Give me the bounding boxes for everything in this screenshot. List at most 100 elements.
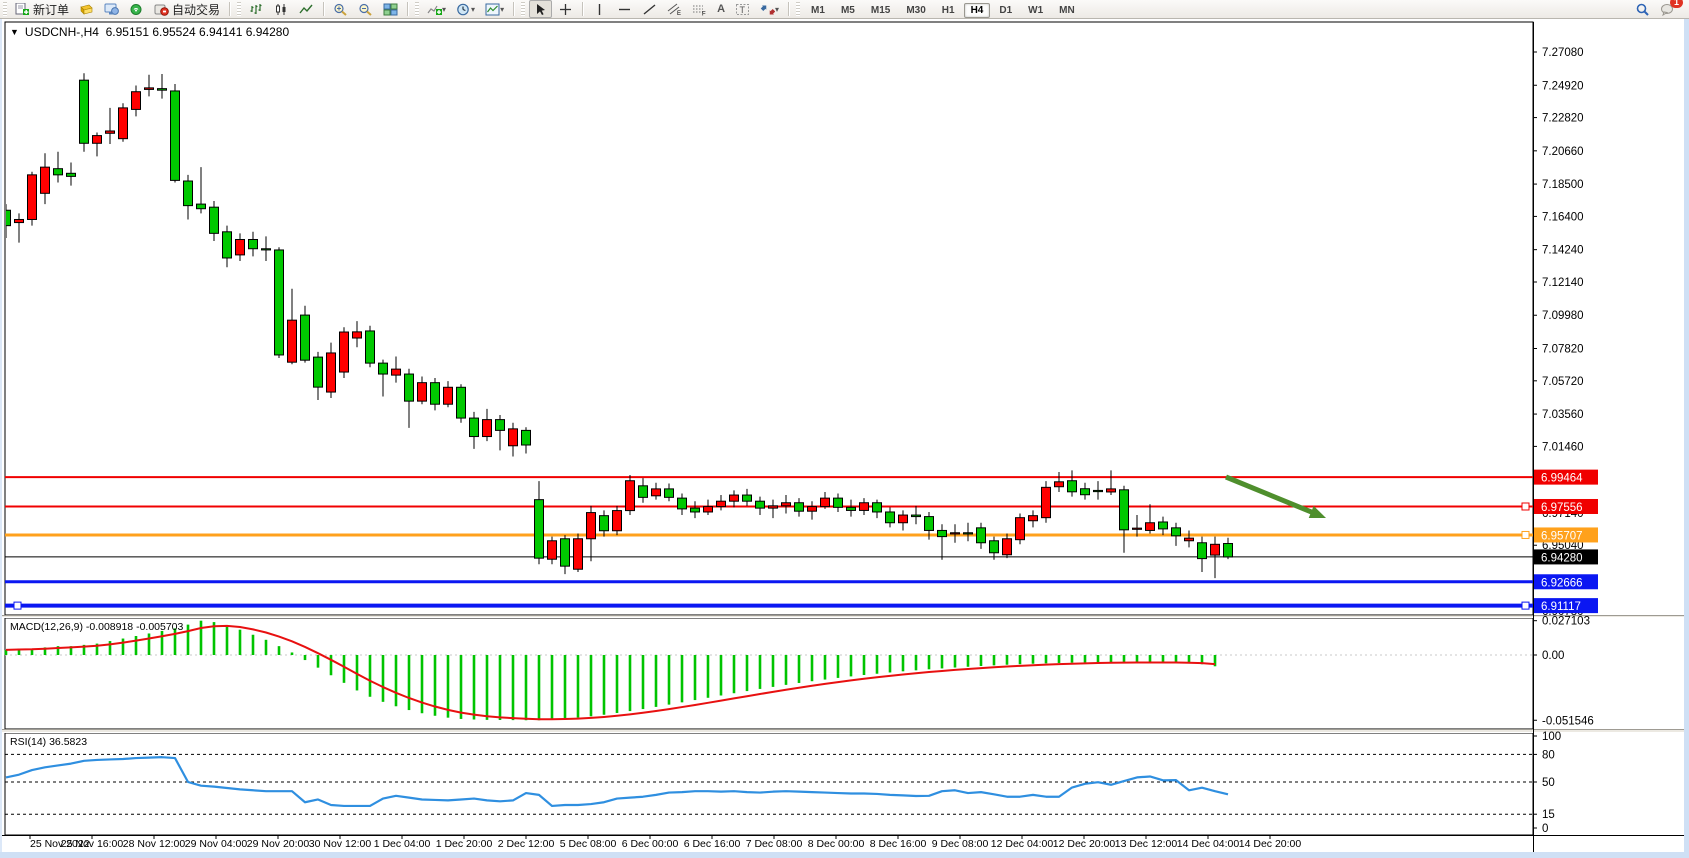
dropdown-arrow-icon: ▾	[442, 4, 447, 14]
line-handle[interactable]	[1521, 530, 1530, 539]
candlestick-series	[6, 73, 1233, 579]
templates-button[interactable]: ▾	[481, 0, 508, 18]
svg-text:9 Dec 08:00: 9 Dec 08:00	[932, 838, 989, 850]
panel-separator[interactable]	[0, 729, 1689, 733]
vertical-line-tool-button[interactable]	[588, 0, 611, 18]
candlestick-chart-icon	[276, 3, 286, 15]
svg-text:6.95707: 6.95707	[1541, 530, 1583, 542]
trendline-tool-button[interactable]	[638, 0, 661, 18]
timeframe-m30-button[interactable]: M30	[906, 5, 926, 16]
panel-separator[interactable]	[0, 615, 1689, 618]
line-chart-button[interactable]	[295, 0, 318, 18]
arrows-tool-button[interactable]: ▾	[756, 0, 783, 18]
periods-button[interactable]: ▾	[452, 0, 479, 18]
text-tool-button[interactable]: A	[713, 0, 729, 18]
indicators-icon	[427, 5, 443, 15]
svg-text:100: 100	[1542, 731, 1561, 743]
timeframe-w1-button[interactable]: W1	[1028, 5, 1044, 16]
bar-chart-button[interactable]	[245, 0, 268, 18]
profile-button[interactable]	[100, 0, 123, 18]
line-price-badge: 6.99464	[1534, 469, 1598, 485]
svg-text:12 Dec 20:00: 12 Dec 20:00	[1053, 838, 1116, 850]
dropdown-arrow-icon: ▾	[500, 4, 505, 14]
zoom-out-button[interactable]	[354, 0, 377, 18]
svg-text:7.20660: 7.20660	[1542, 146, 1584, 158]
svg-text:T: T	[740, 5, 746, 15]
svg-text:7.18500: 7.18500	[1542, 179, 1584, 191]
zoom-in-button[interactable]	[329, 0, 352, 18]
svg-text:6 Dec 00:00: 6 Dec 00:00	[622, 838, 679, 850]
svg-text:6.91117: 6.91117	[1541, 601, 1581, 613]
cursor-tool-button[interactable]	[529, 0, 553, 18]
main-toolbar: 新订单	[0, 0, 1689, 19]
svg-text:14 Dec 20:00: 14 Dec 20:00	[1239, 838, 1302, 850]
fibonacci-tool-button[interactable]: F	[688, 0, 711, 18]
collapse-triangle-icon[interactable]: ▼	[10, 27, 19, 37]
trend-arrow[interactable]	[1225, 474, 1326, 518]
candlestick-chart-button[interactable]	[270, 0, 293, 18]
new-order-button[interactable]: 新订单	[11, 0, 73, 18]
timeframe-m1-button[interactable]: M1	[811, 5, 825, 16]
signals-button[interactable]	[125, 0, 148, 18]
svg-text:7.01460: 7.01460	[1542, 441, 1584, 453]
svg-text:15: 15	[1542, 809, 1555, 821]
main-pane	[4, 21, 1534, 616]
svg-text:14 Dec 04:00: 14 Dec 04:00	[1177, 838, 1240, 850]
window-edge-right	[1684, 18, 1689, 858]
autotrading-label: 自动交易	[172, 2, 221, 17]
line-handle[interactable]	[13, 601, 22, 610]
svg-text:28 Nov 12:00: 28 Nov 12:00	[123, 838, 186, 850]
svg-text:7.14240: 7.14240	[1542, 245, 1584, 257]
text-label-tool-button[interactable]: T	[731, 0, 754, 18]
indicators-button[interactable]: ▾	[423, 0, 450, 18]
window-edge-bottom	[0, 852, 1689, 858]
equidistant-channel-tool-button[interactable]: E	[663, 0, 686, 18]
text-icon: A	[717, 3, 726, 15]
cursor-icon	[537, 3, 546, 15]
notifications-button[interactable]: 1	[1656, 0, 1683, 18]
timeframe-m5-button[interactable]: M5	[840, 5, 855, 16]
timeframe-d1-button[interactable]: D1	[999, 5, 1013, 16]
profile-icon	[104, 3, 119, 15]
crosshair-tool-button[interactable]	[554, 0, 577, 18]
timeframe-m15-button[interactable]: M15	[870, 5, 891, 16]
svg-text:7.03560: 7.03560	[1542, 409, 1584, 421]
timeframe-h1-button[interactable]: H1	[941, 5, 955, 16]
hline-6.91117[interactable]	[5, 601, 1533, 610]
horizontal-line-tool-button[interactable]	[613, 0, 636, 18]
macd-pane	[4, 617, 1534, 730]
fibonacci-icon: F	[693, 5, 706, 16]
search-button[interactable]	[1631, 0, 1654, 18]
price-axis: 7.27080 7.24920 7.22820 7.20660 7.18500 7.164…	[1533, 47, 1598, 618]
tile-windows-icon	[383, 3, 398, 15]
svg-text:7.07820: 7.07820	[1542, 343, 1584, 355]
svg-text:E: E	[677, 11, 681, 16]
line-handle[interactable]	[1521, 601, 1530, 610]
chart-symbol: USDCNH-,H4	[24, 25, 99, 39]
svg-text:8 Dec 16:00: 8 Dec 16:00	[870, 838, 927, 850]
svg-text:6.99464: 6.99464	[1541, 473, 1583, 485]
tile-windows-button[interactable]	[379, 0, 402, 18]
hline-6.95707[interactable]	[5, 530, 1533, 539]
svg-text:25 Nov 16:00: 25 Nov 16:00	[61, 838, 124, 850]
svg-text:13 Dec 12:00: 13 Dec 12:00	[1115, 838, 1178, 850]
timeframe-h4-button[interactable]: H4	[963, 3, 991, 18]
svg-text:-0.051546: -0.051546	[1542, 715, 1594, 727]
arrows-icon	[760, 5, 776, 14]
svg-text:7.05720: 7.05720	[1542, 376, 1584, 388]
macd-indicator-label: MACD(12,26,9) -0.008918 -0.005703	[10, 621, 184, 633]
autotrading-button[interactable]: 自动交易	[150, 0, 224, 18]
chart-title: ▼ USDCNH-,H4 6.95151 6.95524 6.94141 6.94…	[10, 25, 289, 39]
svg-text:F: F	[702, 11, 706, 16]
svg-text:25 Nov 2022: 25 Nov 2022	[30, 838, 90, 850]
macd-signal-line	[5, 624, 1216, 721]
charts-button[interactable]	[75, 0, 98, 18]
svg-text:8 Dec 00:00: 8 Dec 00:00	[808, 838, 865, 850]
line-handle[interactable]	[1521, 502, 1530, 511]
line-chart-icon	[299, 4, 313, 13]
svg-text:29 Nov 20:00: 29 Nov 20:00	[247, 838, 310, 850]
timeframe-mn-button[interactable]: MN	[1059, 5, 1075, 16]
svg-text:7.12140: 7.12140	[1542, 277, 1584, 289]
svg-text:6.92666: 6.92666	[1541, 577, 1583, 589]
